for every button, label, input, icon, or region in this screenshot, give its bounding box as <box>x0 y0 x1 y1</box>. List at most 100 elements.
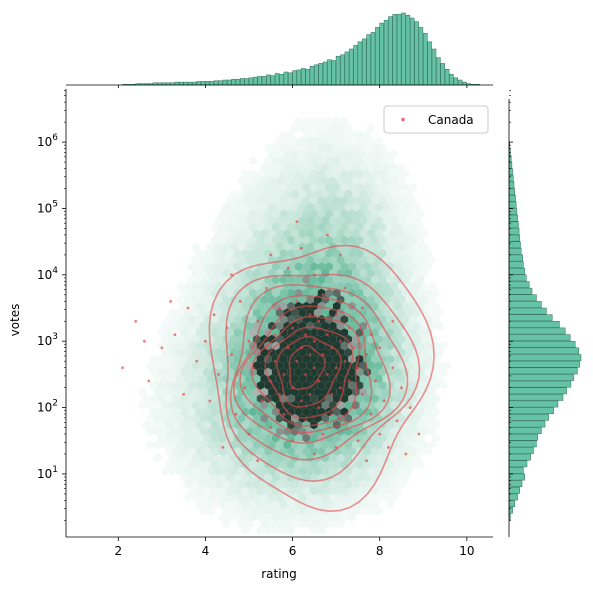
hexbin-cell <box>302 183 311 192</box>
hexbin-cell <box>161 427 170 436</box>
y-hist-bar <box>508 267 526 275</box>
hexbin-cell <box>245 374 253 384</box>
hexbin-cell <box>412 216 421 225</box>
hexbin-cell <box>336 229 345 238</box>
hexbin-cell <box>230 493 238 502</box>
x-hist-bar <box>375 27 380 86</box>
scatter-point <box>238 300 242 303</box>
hexbin-cell <box>306 202 314 212</box>
hexbin-cell <box>169 400 177 410</box>
hexbin-cell <box>310 394 318 403</box>
hexbin-cell <box>180 354 189 364</box>
hexbin-cell <box>367 163 375 172</box>
hexbin-cell <box>416 209 425 219</box>
hexbin-cell <box>390 374 398 384</box>
hexbin-cell <box>207 440 215 450</box>
hexbin-cell <box>386 156 394 166</box>
hexbin-cell <box>329 189 337 199</box>
hexbin-cell <box>226 499 234 509</box>
y-hist-bar <box>508 506 513 514</box>
hexbin-cell <box>405 334 413 344</box>
y-hist-bar <box>508 261 524 269</box>
hexbin-cell <box>294 513 303 522</box>
hexbin-cell <box>199 348 208 357</box>
legend: Canada <box>383 105 489 134</box>
hexbin-cell <box>157 341 166 351</box>
hexbin-cell <box>371 381 379 390</box>
hexbin-cell <box>313 519 322 529</box>
hexbin-cell <box>218 222 227 232</box>
hexbin-cell <box>169 374 177 384</box>
hexbin-cell <box>260 189 269 199</box>
hexbin-cell <box>195 328 204 337</box>
scatter-point <box>243 386 247 390</box>
hexbin-cell <box>313 480 322 489</box>
hexbin-cell <box>405 295 413 304</box>
x-tick-label: 4 <box>202 544 210 558</box>
scatter-point <box>252 366 255 370</box>
hexbin-cell <box>344 255 352 265</box>
hexbin-cell <box>416 407 425 417</box>
hexbin-cell <box>393 447 402 456</box>
hexbin-cell <box>443 361 452 370</box>
hexbin-cell <box>241 235 250 245</box>
hexbin-cell <box>409 235 417 245</box>
hexbin-cell <box>363 473 371 483</box>
hexbin-cell <box>237 519 246 529</box>
hexbin-cell <box>146 414 154 423</box>
scatter-point <box>387 446 390 449</box>
y-hist-bar <box>508 194 516 202</box>
hexbin-cell <box>317 447 326 456</box>
hexbin-cell <box>363 143 371 153</box>
hexbin-cell <box>233 222 242 232</box>
hexbin-cell <box>275 136 284 146</box>
hexbin-cell <box>264 473 272 483</box>
scatter-point <box>173 333 177 336</box>
hexbin-cell <box>237 466 246 476</box>
hexbin-cell <box>188 473 196 483</box>
x-hist-bar <box>248 77 254 86</box>
hexbin-cell <box>317 235 326 245</box>
hexbin-cell <box>222 453 230 463</box>
hexbin-cell <box>412 202 421 212</box>
hexbin-cell <box>252 176 261 186</box>
hexbin-cell <box>393 354 402 364</box>
hexbin-cell <box>302 143 311 153</box>
hexbin-cell <box>176 282 185 291</box>
hexbin-cell <box>424 407 432 417</box>
hexbin-cell <box>401 315 410 324</box>
hexbin-cell <box>321 123 330 133</box>
hexbin-cell <box>371 394 379 403</box>
hexbin-cell <box>382 216 391 225</box>
hexbin-cell <box>222 506 230 516</box>
hexbin-cell <box>393 275 402 285</box>
hexbin-cell <box>203 301 211 311</box>
hexbin-cell <box>321 466 330 476</box>
hexbin-cell <box>264 143 272 153</box>
hexbin-cell <box>287 486 295 496</box>
hexbin-cell <box>317 526 326 535</box>
hexbin-cell <box>184 387 192 397</box>
hexbin-cell <box>363 222 371 232</box>
hexbin-cell <box>432 420 440 430</box>
hexbin-cell <box>199 480 208 489</box>
hexbin-cell <box>363 209 371 219</box>
hexbin-cell <box>184 361 192 370</box>
hexbin-cell <box>268 176 276 186</box>
hexbin-cell <box>207 466 215 476</box>
hexbin-cell <box>302 222 311 232</box>
hexbin-cell <box>218 486 227 496</box>
hexbin-cell <box>203 249 211 258</box>
hexbin-cell <box>386 169 394 179</box>
hexbin-cell <box>428 282 436 291</box>
hexbin-cell <box>310 526 318 535</box>
hexbin-cell <box>230 506 238 516</box>
hexbin-cell <box>321 400 330 410</box>
hexbin-cell <box>371 433 379 443</box>
hexbin-cell <box>393 262 402 271</box>
hexbin-cell <box>180 473 189 483</box>
hexbin-cell <box>386 288 394 298</box>
y-hist-bar <box>508 374 575 381</box>
hexbin-cell <box>374 334 383 344</box>
